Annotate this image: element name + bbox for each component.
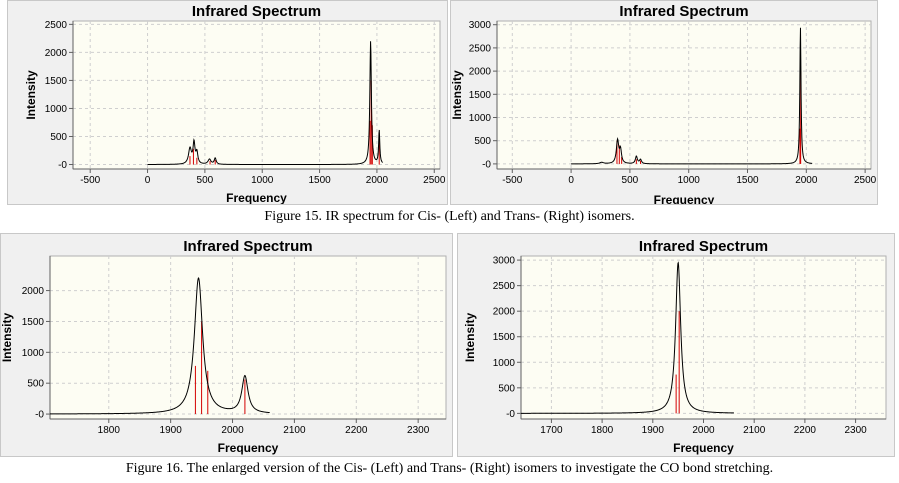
x-tick-label: 500 [622, 175, 639, 186]
chart-svg-trans-enlarged: 1700 1800 1900 2000 2100 2200 2300 -0 500 1000 150… [463, 238, 887, 455]
plot-area [49, 255, 447, 420]
spectrum-line [521, 261, 734, 414]
x-tick-label: 1900 [160, 425, 183, 436]
y-tick-label: 2000 [45, 48, 68, 59]
y-tick-label: 3000 [469, 20, 492, 31]
y-tick-label: 1000 [45, 104, 68, 115]
x-tick-label: 1800 [591, 425, 614, 436]
spectrum-line [571, 27, 813, 165]
y-tick-label: 1500 [22, 317, 45, 328]
y-axis-label: Intensity [1, 313, 14, 363]
chart-title: Infrared Spectrum [639, 238, 768, 255]
y-axis-label: Intensity [24, 70, 38, 120]
x-tick-label: 500 [197, 175, 214, 186]
chart-trans-full: -500 0 500 1000 1500 2000 2500 -0 500 1000 1500 200… [450, 0, 878, 205]
chart-title: Infrared Spectrum [192, 3, 321, 20]
y-tick-label: -0 [58, 160, 67, 171]
x-tick-label: 2000 [692, 425, 715, 436]
x-tick-label: 1500 [736, 175, 759, 186]
chart-svg-cis-full: -500 0 500 1000 1500 2000 2500 -0 500 1000 1500 200… [24, 3, 446, 205]
x-tick-label: 1000 [251, 175, 274, 186]
x-tick-label: 2000 [795, 175, 818, 186]
y-tick-label: 500 [498, 383, 515, 394]
y-axis-label: Intensity [463, 313, 477, 363]
y-tick-label: 500 [474, 136, 491, 147]
y-tick-label: 3000 [493, 256, 516, 267]
y-tick-label: 2500 [45, 20, 68, 31]
plot-area [72, 20, 441, 170]
x-tick-label: 2000 [221, 425, 244, 436]
x-tick-label: 1000 [678, 175, 701, 186]
x-axis-label: Frequency [226, 191, 287, 205]
chart-trans-enlarged: 1700 1800 1900 2000 2100 2200 2300 -0 500 1000 150… [457, 233, 895, 457]
chart-cis-full: -500 0 500 1000 1500 2000 2500 -0 500 1000 1500 200… [7, 0, 448, 205]
x-tick-label: 2300 [407, 425, 430, 436]
spectrum-line [147, 41, 384, 165]
x-axis-label: Frequency [218, 441, 279, 455]
x-tick-label: 2500 [423, 175, 446, 186]
chart-svg-trans-full: -500 0 500 1000 1500 2000 2500 -0 500 1000 1500 200… [451, 3, 877, 205]
x-axis-label: Frequency [654, 193, 715, 205]
y-tick-label: -0 [506, 409, 515, 420]
y-tick-label: 2500 [493, 281, 516, 292]
x-tick-label: 2500 [854, 175, 877, 186]
x-tick-label: 1800 [98, 425, 121, 436]
y-tick-label: 1000 [469, 113, 492, 124]
plot-area [496, 20, 872, 170]
y-tick-label: 500 [50, 132, 67, 143]
x-tick-label: 2100 [743, 425, 766, 436]
x-tick-label: 2300 [844, 425, 867, 436]
y-tick-label: -0 [482, 159, 491, 170]
y-tick-label: 1500 [493, 332, 516, 343]
x-tick-label: 0 [145, 175, 151, 186]
x-tick-label: 1900 [642, 425, 665, 436]
x-tick-label: -500 [80, 175, 100, 186]
y-tick-label: -0 [35, 410, 44, 421]
x-axis-label: Frequency [673, 441, 734, 455]
y-tick-label: 2000 [22, 286, 45, 297]
x-tick-label: -500 [502, 175, 522, 186]
y-tick-label: 500 [27, 379, 44, 390]
chart-title: Infrared Spectrum [619, 3, 748, 20]
x-tick-label: 2100 [283, 425, 306, 436]
x-tick-label: 2200 [794, 425, 817, 436]
x-tick-label: 1500 [308, 175, 331, 186]
spectrum-line [50, 277, 270, 415]
x-tick-label: 1700 [540, 425, 563, 436]
chart-cis-enlarged: 1800 1900 2000 2100 2200 2300 -0 500 1000 1500 200… [0, 233, 453, 457]
chart-title: Infrared Spectrum [183, 238, 312, 255]
y-tick-label: 1000 [22, 348, 45, 359]
y-axis-label: Intensity [451, 70, 464, 120]
chart-svg-cis-enlarged: 1800 1900 2000 2100 2200 2300 -0 500 1000 1500 200… [1, 238, 447, 455]
figure-16-caption: Figure 16. The enlarged version of the C… [125, 461, 774, 476]
y-tick-label: 1000 [493, 358, 516, 369]
x-tick-label: 2000 [366, 175, 389, 186]
y-tick-label: 2000 [493, 307, 516, 318]
y-tick-label: 2500 [469, 43, 492, 54]
x-tick-label: 2200 [345, 425, 368, 436]
y-tick-label: 1500 [45, 76, 68, 87]
figure-15-caption: Figure 15. IR spectrum for Cis- (Left) a… [264, 209, 635, 224]
x-tick-label: 0 [568, 175, 574, 186]
y-tick-label: 2000 [469, 67, 492, 78]
plot-area [520, 255, 887, 420]
y-tick-label: 1500 [469, 90, 492, 101]
